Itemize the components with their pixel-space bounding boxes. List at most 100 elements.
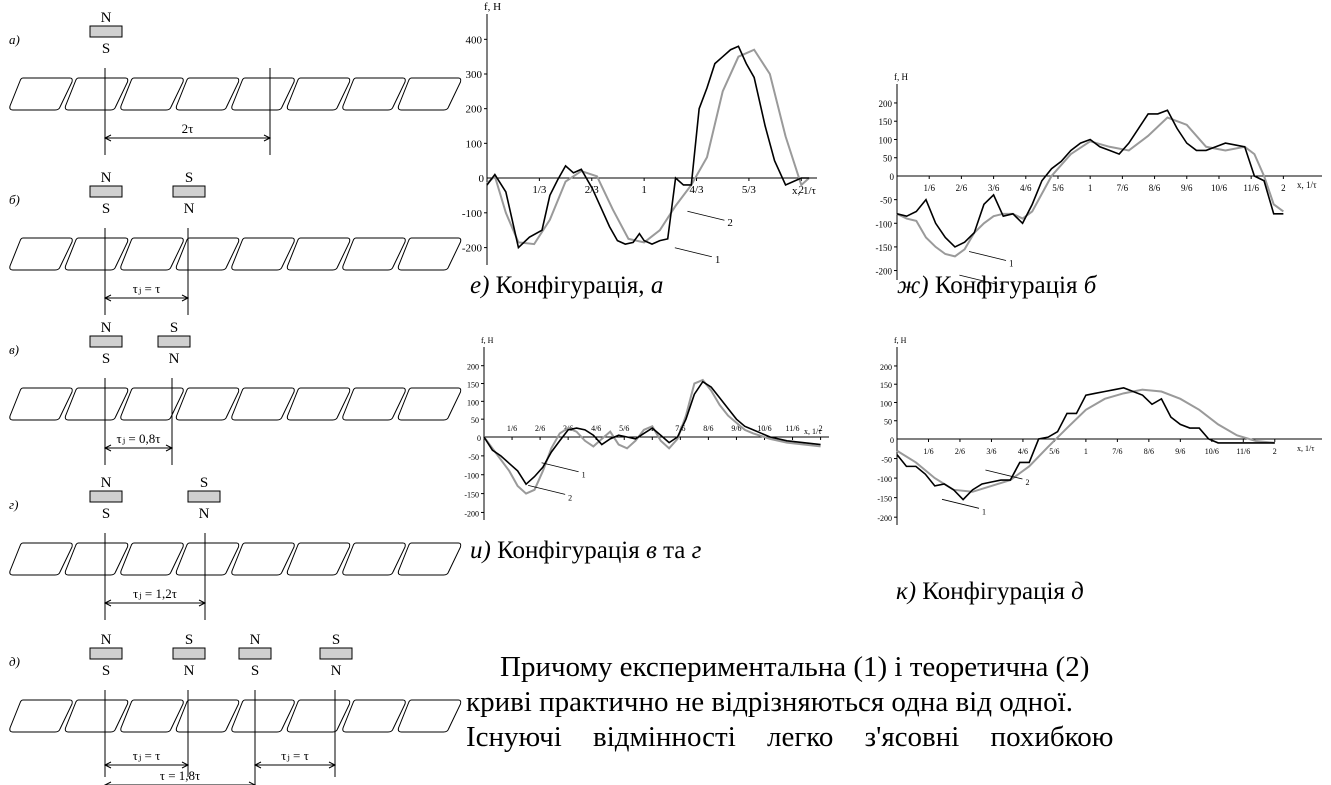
x-tick-label: 7/6 [1117, 183, 1129, 193]
y-tick-label: -200 [462, 243, 483, 255]
x-tick-label: 5/3 [742, 184, 757, 196]
stator-tooth [64, 387, 129, 421]
series-2-line [483, 378, 821, 495]
x-tick-label: 1/3 [532, 184, 547, 196]
caption-i-join: та [656, 537, 692, 564]
x-tick-label: 4/6 [591, 424, 601, 433]
x-tick-label: 4/6 [1020, 183, 1032, 193]
body-line-2: криві практично не відрізняються одна ві… [466, 686, 1073, 718]
y-tick-label: 400 [466, 34, 483, 46]
y-tick-label: -200 [876, 267, 893, 277]
magnet-top-label: N [250, 632, 261, 648]
dimension-arrow-left [103, 444, 112, 452]
caption-k-letter: к) [896, 578, 917, 605]
x-tick-label: 5/6 [619, 424, 629, 433]
x-tick-label: 4/6 [1018, 447, 1028, 456]
x-tick-label: 8/6 [703, 424, 713, 433]
caption-k-cfg: д [1071, 578, 1084, 605]
magnet-bottom-label: N [169, 351, 180, 367]
stator-tooth [9, 77, 73, 111]
x-axis-label: x, 1/τ [1297, 180, 1317, 190]
y-tick-label: 200 [879, 99, 893, 109]
series-label: 2 [1025, 478, 1029, 487]
magnet-top-label: S [332, 632, 340, 648]
series-1-line [483, 380, 821, 486]
stator-tooth [9, 542, 73, 576]
y-axis-label: f, Н [484, 1, 501, 13]
x-tick-label: 1 [641, 184, 647, 196]
series-1-line [486, 45, 810, 250]
dimension-label: τⱼ = 0,8τ [117, 431, 161, 446]
stator-tooth [342, 237, 406, 271]
config-letter-d: д) [9, 654, 20, 669]
x-tick-label: 8/6 [1144, 447, 1154, 456]
x-tick-label: 2/6 [535, 424, 545, 433]
magnet-bottom-label: S [102, 201, 110, 217]
y-tick-label: -150 [877, 495, 892, 504]
y-tick-label: 50 [884, 418, 892, 427]
series-label-leader [687, 210, 725, 221]
magnet-bottom-label: S [102, 663, 110, 679]
dimension-tj1-arrow-right [181, 761, 190, 769]
y-tick-label: 100 [880, 399, 892, 408]
y-tick-label: 0 [479, 173, 485, 185]
config-letter-v: в) [9, 342, 19, 357]
magnet-top-label: N [101, 320, 112, 336]
series-label-leader [941, 498, 980, 509]
series-2-line [486, 48, 810, 246]
dimension-total-arrow-right [248, 781, 257, 785]
series-2-line [896, 116, 1284, 258]
dimension-label: τⱼ = τ [133, 281, 161, 296]
magnet-top-label: N [101, 475, 112, 491]
stator-tooth [342, 77, 406, 111]
series-label: 1 [715, 254, 721, 266]
x-tick-label: 8/6 [1149, 183, 1161, 193]
magnet-top-label: N [101, 170, 112, 186]
stator-tooth [397, 542, 462, 576]
dimension-arrow-right [263, 134, 272, 142]
stator-tooth [64, 77, 129, 111]
caption-e-text: Конфігурація, [489, 272, 651, 299]
magnet [187, 490, 221, 503]
magnet-top-label: S [185, 632, 193, 648]
stator-tooth [64, 699, 129, 733]
series-2-line [896, 388, 1275, 493]
magnet-bottom-label: N [184, 201, 195, 217]
config-a: а) NS 2τ [9, 10, 462, 155]
caption-zh: ж) Конфігурація б [897, 272, 1096, 300]
body-line-3: Існуючі відмінності легко з'ясовні похиб… [466, 721, 1114, 753]
stator-tooth [175, 699, 240, 733]
magnet-bottom-label: S [102, 506, 110, 522]
y-tick-label: -150 [464, 491, 479, 500]
magnet-bottom-label: N [199, 506, 210, 522]
caption-i-text: Конфігурація [490, 537, 646, 564]
series-label: 1 [582, 471, 586, 480]
y-tick-label: 200 [466, 104, 483, 116]
config-letter-a: а) [9, 32, 20, 47]
config-letter-g: г) [9, 497, 18, 512]
magnet [172, 647, 206, 660]
y-tick-label: -200 [464, 509, 479, 518]
stator-tooth [397, 237, 462, 271]
y-tick-label: 200 [880, 363, 892, 372]
caption-zh-cfg: б [1083, 272, 1097, 299]
series-label-leader [541, 462, 579, 473]
magnet [89, 490, 123, 503]
caption-i-letter: и) [470, 537, 491, 564]
y-tick-label: 100 [466, 138, 483, 150]
x-axis-label: x, 1/τ [792, 185, 817, 197]
caption-k-text: Конфігурація [916, 578, 1072, 605]
series-label: 2 [999, 282, 1004, 292]
magnet [89, 25, 123, 38]
y-tick-label: -200 [877, 514, 892, 523]
x-tick-label: 11/6 [1243, 183, 1259, 193]
y-tick-label: 300 [466, 69, 483, 81]
caption-e-letter: е) [470, 272, 490, 299]
y-tick-label: -50 [468, 453, 479, 462]
stator-tooth [9, 237, 73, 271]
caption-e: е) Конфігурація, а [470, 272, 663, 300]
chart-e: f, Н x, 1/τ 0 -200 -100 100 200 300 400 1/3 2/3 1 4/… [462, 1, 817, 266]
caption-e-cfg: а [650, 272, 664, 299]
stator-tooth [120, 387, 184, 421]
